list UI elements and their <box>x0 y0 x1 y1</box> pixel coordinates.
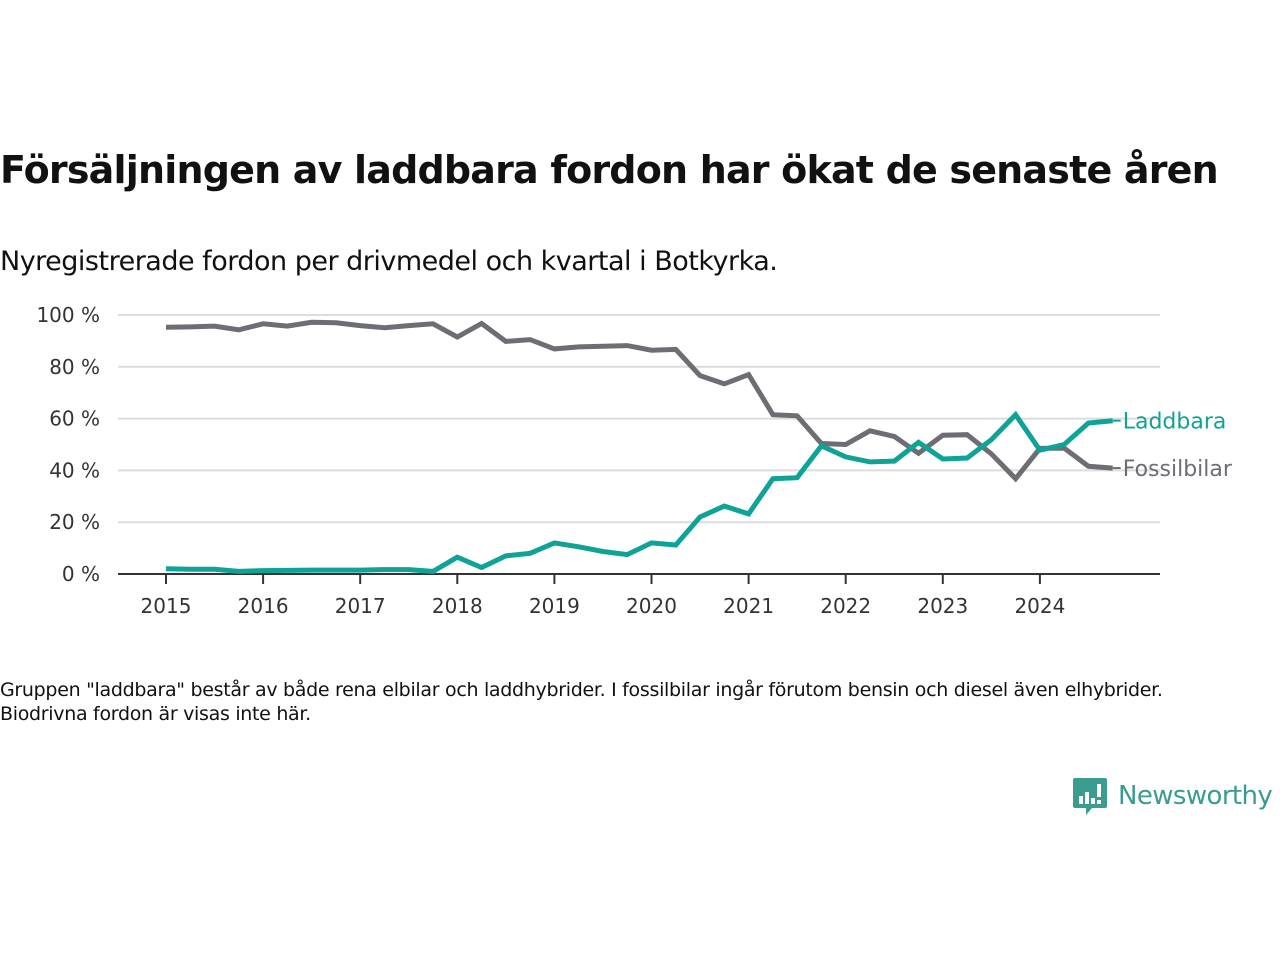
series-line-fossilbilar <box>165 319 1113 483</box>
x-tick-label: 2017 <box>335 594 386 618</box>
x-tick-label: 2021 <box>723 594 774 618</box>
x-tick-label: 2015 <box>141 594 192 618</box>
y-tick-label: 60 % <box>49 407 100 431</box>
series-label-fossilbilar: Fossilbilar <box>1123 457 1233 482</box>
newsworthy-logo[interactable]: Newsworthy <box>1072 776 1273 816</box>
y-tick-label: 40 % <box>49 458 100 482</box>
y-axis: 0 % 20 % 40 % 60 % 80 % 100 % <box>36 303 100 586</box>
y-tick-label: 20 % <box>49 510 100 534</box>
chart-subtitle: Nyregistrerade fordon per drivmedel och … <box>0 246 778 277</box>
x-tick-label: 2022 <box>820 594 871 618</box>
footnote: Gruppen "laddbara" består av både rena e… <box>0 679 1163 725</box>
x-tick-label: 2024 <box>1014 594 1065 618</box>
series-labels: Fossilbilar Laddbara <box>1112 410 1233 482</box>
x-axis: 2015 2016 2017 2018 2019 2020 2021 2022 2023 2024 <box>118 573 1160 618</box>
x-tick-label: 2016 <box>238 594 289 618</box>
series-label-laddbara: Laddbara <box>1123 410 1227 435</box>
x-tick-label: 2018 <box>432 594 483 618</box>
series-line-laddbara <box>165 410 1113 574</box>
x-tick-label: 2023 <box>917 594 968 618</box>
y-tick-label: 0 % <box>62 562 100 586</box>
line-chart: 0 %20 %40 %60 %80 %100 % 2015 2016 2017 201… <box>36 303 1233 618</box>
x-tick-label: 2020 <box>626 594 677 618</box>
series-lines <box>165 319 1113 574</box>
logo-text: Newsworthy <box>1118 781 1273 811</box>
y-tick-label: 80 % <box>49 355 100 379</box>
newsworthy-chart-bubble-icon <box>1073 778 1107 815</box>
gridlines <box>118 314 1160 524</box>
y-tick-label: 100 % <box>36 303 100 327</box>
chart-title: Försäljningen av laddbara fordon har öka… <box>0 148 1219 192</box>
x-tick-label: 2019 <box>529 594 580 618</box>
